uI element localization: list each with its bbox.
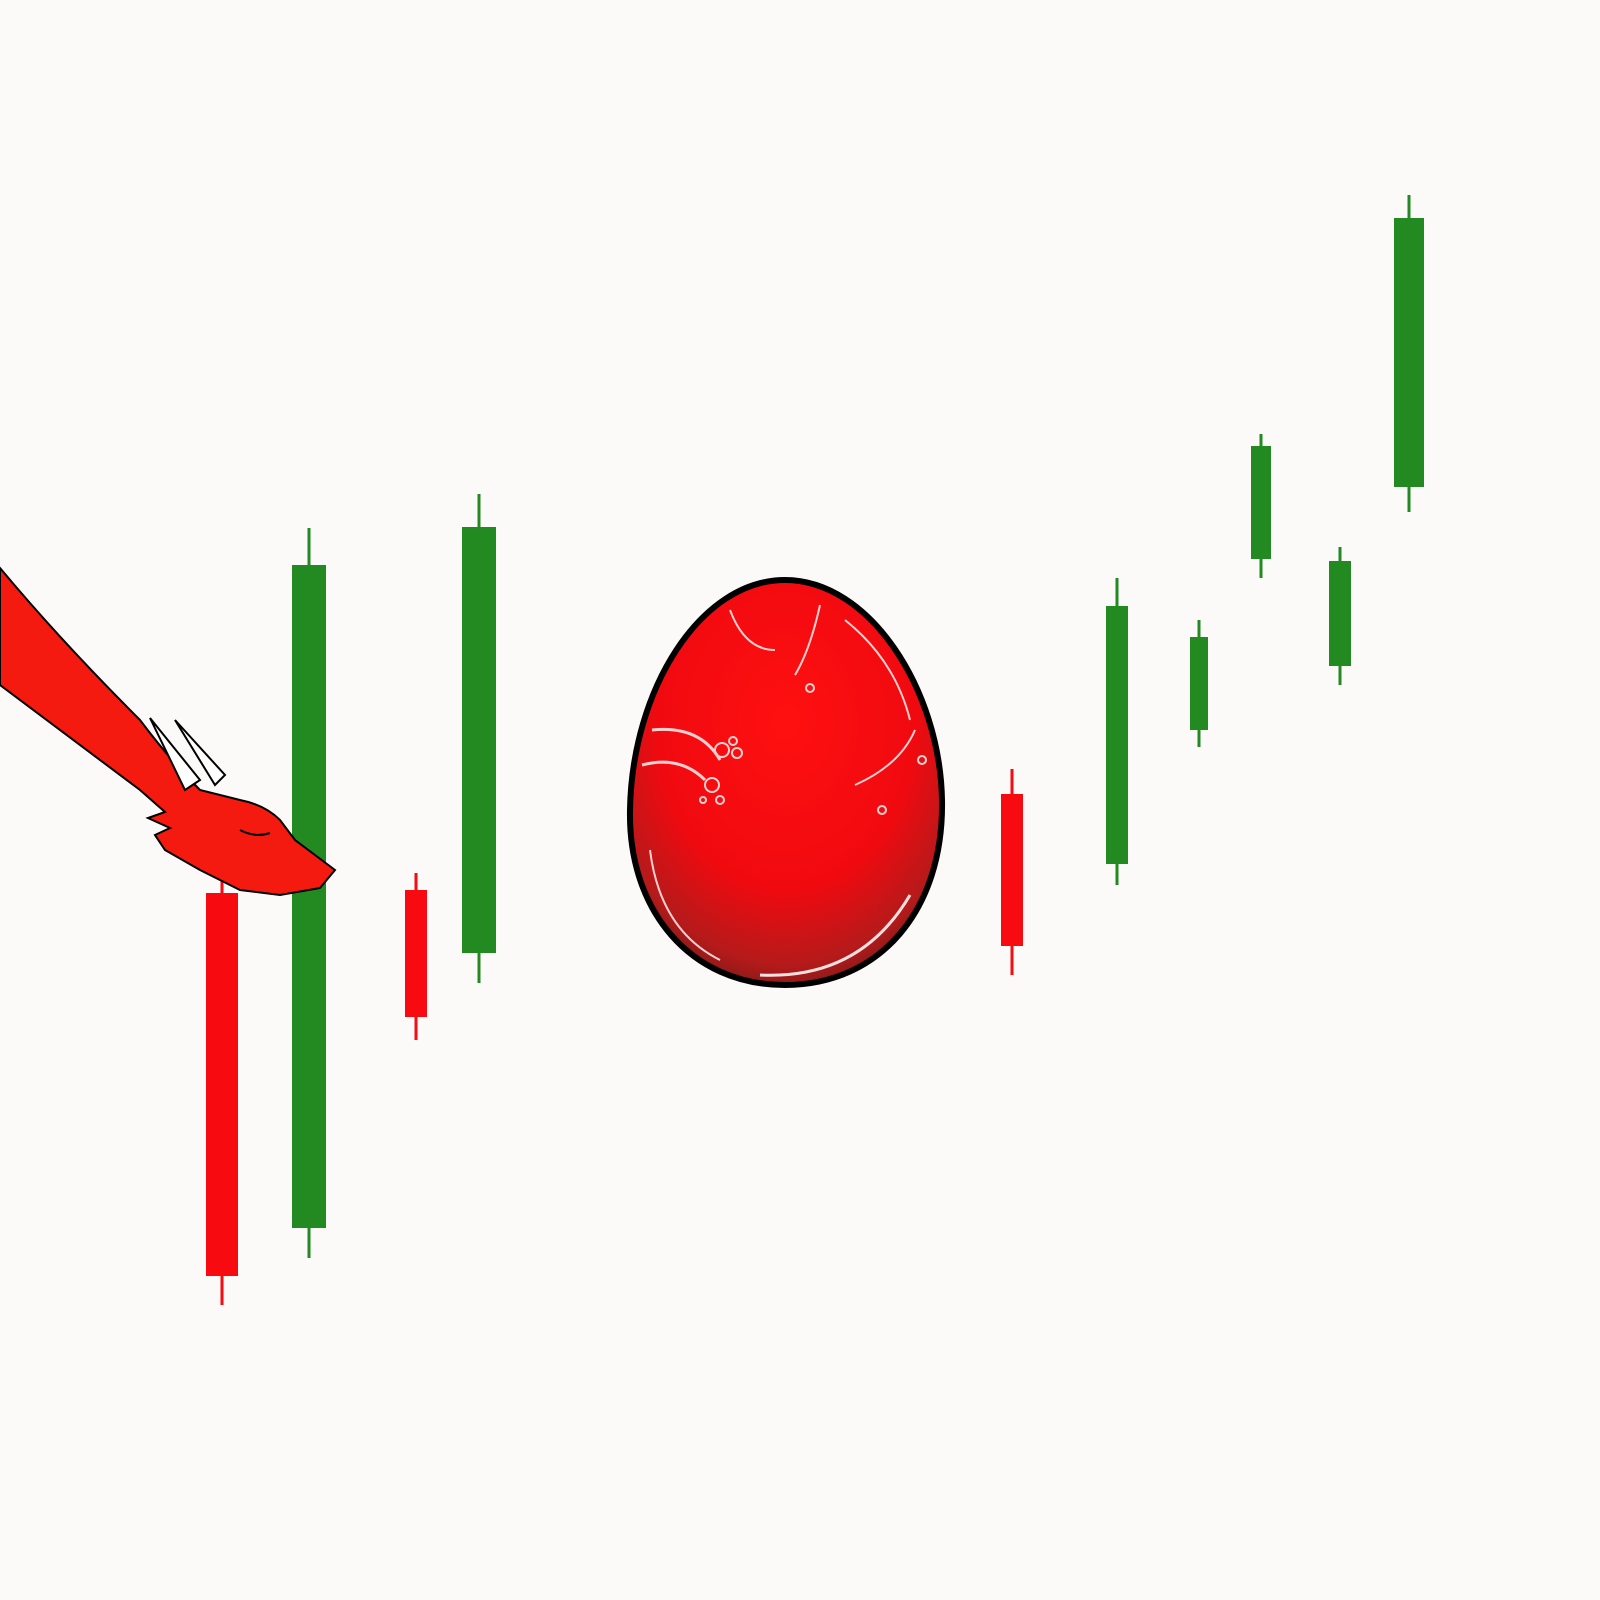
- candle-body: [1251, 446, 1271, 559]
- candles: [206, 195, 1424, 1305]
- dragon-eye: [239, 829, 271, 836]
- candle-body: [1329, 561, 1351, 666]
- egg-highlight: [854, 729, 916, 786]
- candle-body: [1001, 794, 1023, 946]
- egg-highlight: [794, 604, 821, 676]
- egg-highlight: [729, 609, 776, 651]
- dragon-horn: [174, 719, 227, 787]
- egg: [626, 576, 946, 989]
- candle-body: [292, 565, 326, 1228]
- egg-highlight: [649, 849, 721, 961]
- egg-dots: [699, 683, 927, 815]
- egg-highlight: [759, 894, 912, 977]
- dragon: [0, 566, 337, 897]
- egg-shell: [626, 576, 946, 989]
- candle-body: [405, 890, 427, 1017]
- candle-body: [1394, 218, 1424, 487]
- candle-body: [462, 527, 496, 953]
- candle-body: [1106, 606, 1128, 864]
- egg-highlight: [641, 760, 707, 782]
- candle-body: [206, 893, 238, 1276]
- dragon-body: [0, 566, 337, 897]
- egg-highlight: [844, 619, 911, 721]
- dragon-horn: [149, 717, 202, 792]
- candle-body: [1190, 637, 1208, 730]
